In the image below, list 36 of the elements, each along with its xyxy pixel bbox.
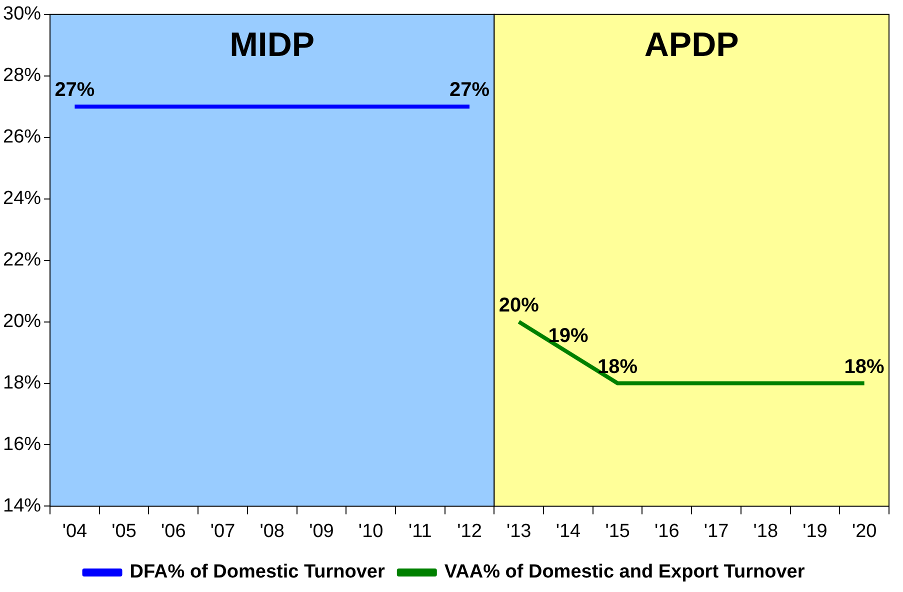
y-tick-label: 28% bbox=[2, 65, 42, 86]
x-tick-label: '06 bbox=[161, 520, 186, 542]
x-tick-label: '10 bbox=[358, 520, 384, 542]
data-label: 18% bbox=[598, 356, 638, 378]
x-tick-label: '09 bbox=[309, 520, 334, 542]
y-tick-label: 26% bbox=[2, 126, 42, 148]
x-tick-label: '04 bbox=[62, 520, 88, 542]
x-tick-label: '15 bbox=[605, 520, 630, 542]
x-tick-label: '18 bbox=[753, 520, 778, 542]
y-tick-label: 30% bbox=[2, 4, 42, 25]
x-tick-label: '19 bbox=[802, 520, 828, 542]
x-tick-label: '17 bbox=[704, 520, 729, 542]
x-tick-label: '13 bbox=[506, 520, 532, 542]
y-tick-label: 16% bbox=[2, 434, 42, 455]
data-label: 19% bbox=[548, 325, 588, 348]
data-label: 20% bbox=[498, 294, 540, 316]
y-tick-label: 22% bbox=[2, 250, 42, 271]
x-tick-label: '08 bbox=[260, 520, 284, 542]
y-tick-label: 20% bbox=[2, 311, 42, 332]
data-label: 27% bbox=[450, 79, 490, 102]
y-tick-label: 18% bbox=[2, 372, 42, 394]
x-tick-label: '11 bbox=[408, 520, 432, 542]
data-label: 18% bbox=[844, 356, 885, 378]
data-label: 27% bbox=[54, 79, 95, 102]
x-tick-label: '14 bbox=[556, 520, 582, 542]
band-label: MIDP bbox=[230, 26, 315, 64]
y-tick-label: 14% bbox=[2, 495, 42, 516]
legend-label: VAA% of Domestic and Export Turnover bbox=[444, 562, 806, 583]
y-tick-label: 24% bbox=[2, 188, 42, 210]
x-tick-label: '16 bbox=[654, 520, 680, 542]
band-label: APDP bbox=[644, 26, 739, 64]
x-tick-label: '07 bbox=[210, 520, 236, 542]
legend-label: DFA% of Domestic Turnover bbox=[130, 562, 386, 583]
x-tick-label: '05 bbox=[112, 520, 136, 542]
x-tick-label: '12 bbox=[457, 520, 482, 542]
x-tick-label: '20 bbox=[852, 520, 877, 542]
